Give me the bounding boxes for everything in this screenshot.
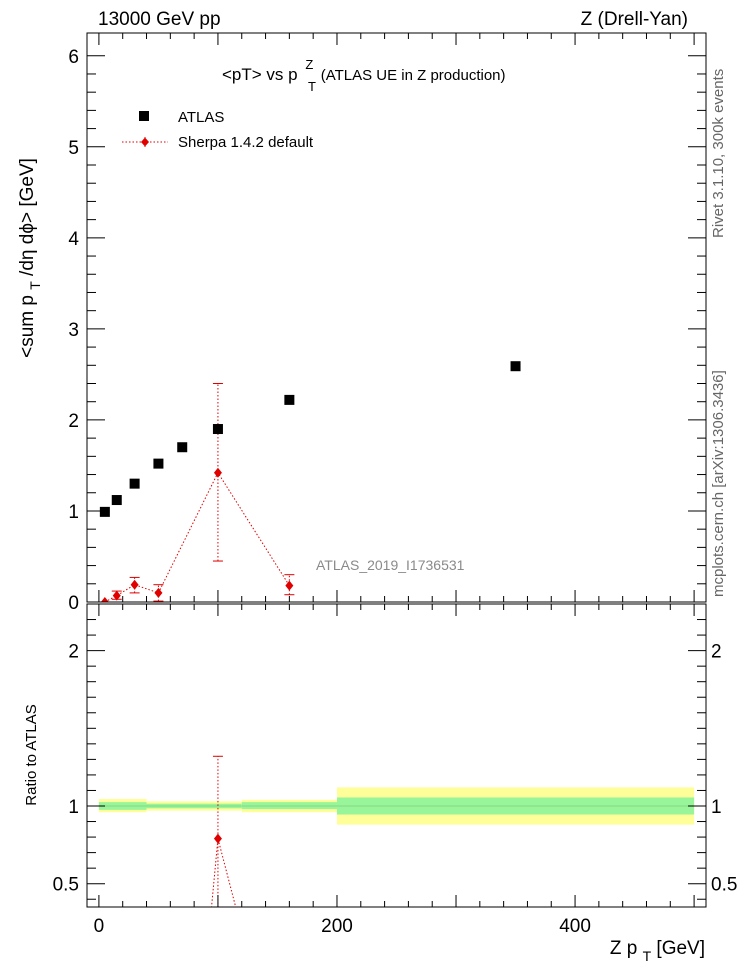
ratio-band-inner bbox=[241, 802, 337, 810]
y-tick-label: 2 bbox=[68, 411, 79, 432]
x-tick-label: 200 bbox=[321, 916, 353, 937]
main-plot-area bbox=[99, 361, 521, 602]
rivet-version-label: Rivet 3.1.10, 300k events bbox=[710, 69, 727, 238]
y-tick-label: 4 bbox=[68, 229, 79, 250]
ratio-plot-area bbox=[98, 755, 695, 907]
atlas-point bbox=[129, 478, 140, 489]
main-panel: 0 1 2 3 4 5 6 <pT> vs p Z T (ATLAS UE in Z pro… bbox=[17, 32, 707, 614]
ratio-sherpa-line bbox=[211, 838, 237, 907]
ratio-sherpa-point bbox=[213, 833, 222, 844]
ratio-frame bbox=[86, 603, 707, 908]
ratio-axes: 0 200 400 0.5 0.5 1 1 2 2 bbox=[53, 604, 737, 937]
ratio-y-tick-label: 0.5 bbox=[53, 875, 79, 896]
analysis-watermark: ATLAS_2019_I1736531 bbox=[316, 557, 465, 573]
y-tick-label: 3 bbox=[68, 320, 79, 341]
header-right-label: Z (Drell-Yan) bbox=[581, 9, 688, 30]
y-tick-label: 0 bbox=[68, 593, 79, 614]
sherpa-point bbox=[213, 467, 222, 478]
ratio-band-inner bbox=[98, 802, 147, 810]
main-frame bbox=[86, 32, 707, 603]
legend: ATLAS Sherpa 1.4.2 default bbox=[122, 109, 314, 151]
y-tick-label: 6 bbox=[68, 47, 79, 68]
ratio-y-tick-label: 1 bbox=[68, 797, 79, 818]
x-tick-label: 400 bbox=[559, 916, 591, 937]
main-title: <pT> vs p Z T (ATLAS UE in Z production) bbox=[222, 54, 506, 95]
sherpa-point bbox=[285, 580, 294, 591]
main-y-axis-label: <sum p T /dη dϕ> [GeV] bbox=[17, 158, 45, 358]
ratio-panel: 0 200 400 0.5 0.5 1 1 2 2 Ratio to ATLAS Z p T [… bbox=[23, 603, 737, 966]
atlas-point bbox=[99, 506, 110, 517]
ratio-y-tick-label-right: 2 bbox=[711, 642, 722, 663]
legend-sherpa-label: Sherpa 1.4.2 default bbox=[178, 134, 314, 151]
x-tick-label: 0 bbox=[94, 916, 105, 937]
ratio-y-tick-label: 2 bbox=[68, 642, 79, 663]
ratio-y-tick-label-right: 1 bbox=[711, 797, 722, 818]
ratio-y-axis-label: Ratio to ATLAS bbox=[23, 704, 40, 805]
legend-atlas-marker bbox=[139, 111, 149, 121]
ratio-band-inner bbox=[146, 803, 242, 809]
sherpa-point bbox=[100, 597, 109, 602]
y-tick-label: 1 bbox=[68, 502, 79, 523]
main-axes: 0 1 2 3 4 5 6 bbox=[68, 33, 706, 614]
sherpa-point bbox=[112, 590, 121, 601]
x-axis-label: Z p T [GeV] bbox=[610, 938, 705, 966]
main-title-rest: (ATLAS UE in Z production) bbox=[321, 67, 506, 84]
atlas-point bbox=[111, 495, 122, 506]
legend-atlas-label: ATLAS bbox=[178, 109, 224, 126]
ratio-band-inner bbox=[336, 797, 695, 815]
legend-sherpa-marker bbox=[141, 137, 149, 147]
atlas-point bbox=[177, 442, 188, 453]
atlas-point bbox=[510, 361, 521, 372]
mcplots-label: mcplots.cern.ch [arXiv:1306.3436] bbox=[710, 370, 727, 597]
main-title-sub: T bbox=[308, 79, 316, 94]
atlas-point bbox=[212, 424, 223, 435]
ratio-y-tick-label-right: 0.5 bbox=[711, 875, 737, 896]
atlas-point bbox=[153, 458, 164, 469]
header-left-label: 13000 GeV pp bbox=[98, 9, 221, 30]
sherpa-point bbox=[130, 579, 139, 590]
atlas-point bbox=[284, 394, 295, 405]
sherpa-point bbox=[154, 587, 163, 598]
y-tick-label: 5 bbox=[68, 138, 79, 159]
main-title-sup: Z bbox=[305, 57, 313, 72]
